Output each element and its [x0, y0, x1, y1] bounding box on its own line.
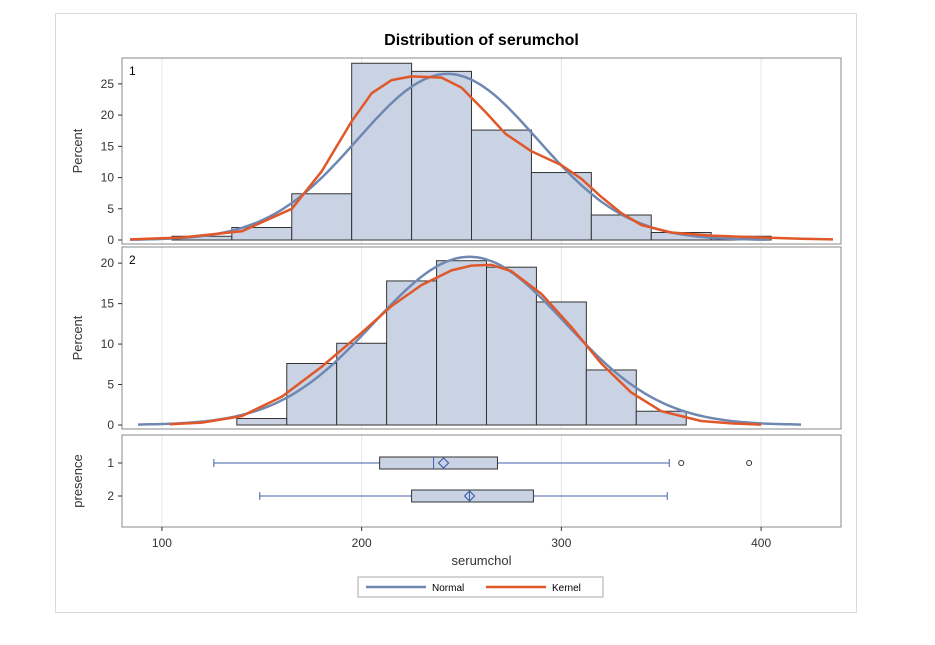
y-tick-label: 15 — [101, 139, 115, 153]
histogram-bar — [411, 70, 473, 241]
y-tick-label: 20 — [101, 108, 115, 122]
y-tick-label: 20 — [101, 256, 115, 270]
panel-border — [121, 57, 842, 245]
legend-box — [357, 576, 604, 598]
histogram-bar — [590, 214, 652, 241]
box-outlier — [678, 460, 685, 466]
histogram-bar — [436, 260, 487, 426]
kernel-curve — [129, 75, 834, 241]
histogram-bar — [530, 172, 592, 241]
histogram-bar — [485, 266, 537, 426]
y-tick-label: 5 — [107, 378, 114, 392]
y-tick-label: 0 — [107, 418, 114, 432]
histogram-bar — [535, 301, 587, 426]
histogram-bar — [585, 369, 637, 426]
y-tick-label: 10 — [101, 171, 115, 185]
legend-label-normal: Normal — [432, 583, 464, 594]
x-tick-label: 200 — [352, 536, 372, 550]
panel-border — [121, 246, 842, 430]
panel-label: 1 — [129, 64, 136, 78]
legend-label-kernel: Kernel — [552, 583, 581, 594]
chart-title: Distribution of serumchol — [384, 32, 579, 49]
y-tick-label: 10 — [101, 337, 115, 351]
y-tick-label: 5 — [107, 202, 114, 216]
y-tick-label: 15 — [101, 297, 115, 311]
x-axis-label: serumchol — [452, 553, 512, 568]
chart-svg: Distribution of serumchol10510152025Perc… — [70, 32, 842, 598]
box-mean-marker — [437, 457, 450, 469]
histogram-bar — [291, 193, 353, 241]
y-tick-label: 2 — [107, 489, 114, 503]
panel-border — [121, 434, 842, 528]
histogram-bar — [336, 342, 388, 426]
histogram-bar — [236, 418, 288, 426]
y-tick-label: 1 — [107, 456, 114, 470]
x-tick-label: 100 — [152, 536, 172, 550]
y-tick-label: 0 — [107, 233, 114, 247]
box-iqr — [411, 489, 534, 503]
y-tick-label: 25 — [101, 77, 115, 91]
y-axis-label: Percent — [70, 128, 85, 173]
kernel-curve — [169, 263, 762, 426]
panel-label: 2 — [129, 253, 136, 267]
y-axis-label: presence — [70, 454, 85, 507]
y-axis-label: Percent — [70, 315, 85, 360]
histogram-bar — [351, 62, 413, 241]
box-mean-marker — [463, 490, 476, 502]
x-tick-label: 400 — [751, 536, 771, 550]
box-outlier — [746, 460, 753, 466]
histogram-bar — [635, 410, 687, 426]
chart-frame: Distribution of serumchol 1 0 5 10 15 20 25 Perc… — [55, 13, 857, 613]
x-tick-label: 300 — [551, 536, 571, 550]
